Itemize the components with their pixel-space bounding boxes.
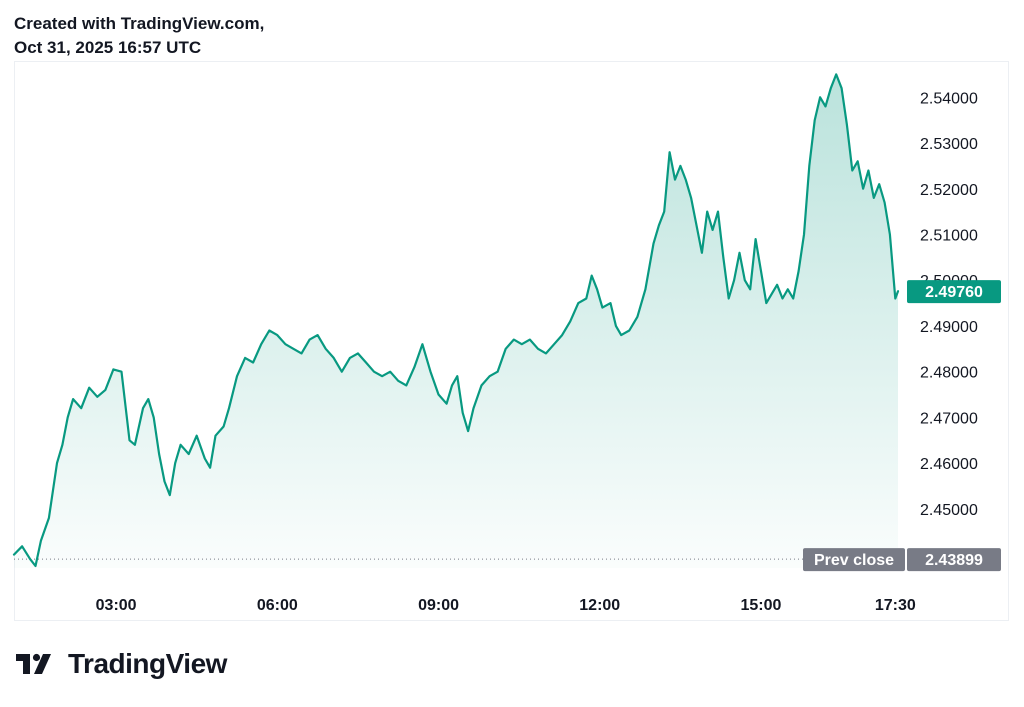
x-tick-label: 12:00 (579, 597, 620, 614)
chart-frame (14, 61, 1009, 621)
last-price-label: 2.49760 (925, 284, 983, 301)
y-tick-label: 2.51000 (920, 227, 978, 244)
prev-close-name-badge (803, 548, 905, 572)
last-price-badge (907, 280, 1001, 304)
prev-close-value: 2.43899 (925, 552, 983, 569)
x-tick-label: 17:30 (875, 597, 916, 614)
x-tick-label: 06:00 (257, 597, 298, 614)
brand-wordmark: TradingView (68, 648, 227, 679)
y-tick-label: 2.53000 (920, 136, 978, 153)
tradingview-logo-icon (16, 653, 51, 674)
timestamp-text: Oct 31, 2025 16:57 UTC (14, 38, 202, 57)
x-tick-label: 03:00 (96, 597, 137, 614)
y-tick-label: 2.52000 (920, 182, 978, 199)
prev-close-name: Prev close (814, 552, 894, 569)
tradingview-logo[interactable]: TradingView (16, 648, 227, 680)
x-tick-label: 15:00 (741, 597, 782, 614)
y-tick-label: 2.46000 (920, 456, 978, 473)
price-line (12, 73, 900, 568)
y-tick-label: 2.48000 (920, 365, 978, 382)
y-tick-label: 2.49000 (920, 319, 978, 336)
price-area-fill (14, 74, 898, 569)
prev-close-badge (907, 548, 1001, 572)
created-with-text: Created with TradingView.com, (14, 14, 265, 33)
chart-header: Created with TradingView.com, Oct 31, 20… (14, 12, 264, 60)
y-tick-label: 2.54000 (920, 90, 978, 107)
y-tick-label: 2.45000 (920, 502, 978, 519)
x-tick-label: 09:00 (418, 597, 459, 614)
y-tick-label: 2.47000 (920, 410, 978, 427)
